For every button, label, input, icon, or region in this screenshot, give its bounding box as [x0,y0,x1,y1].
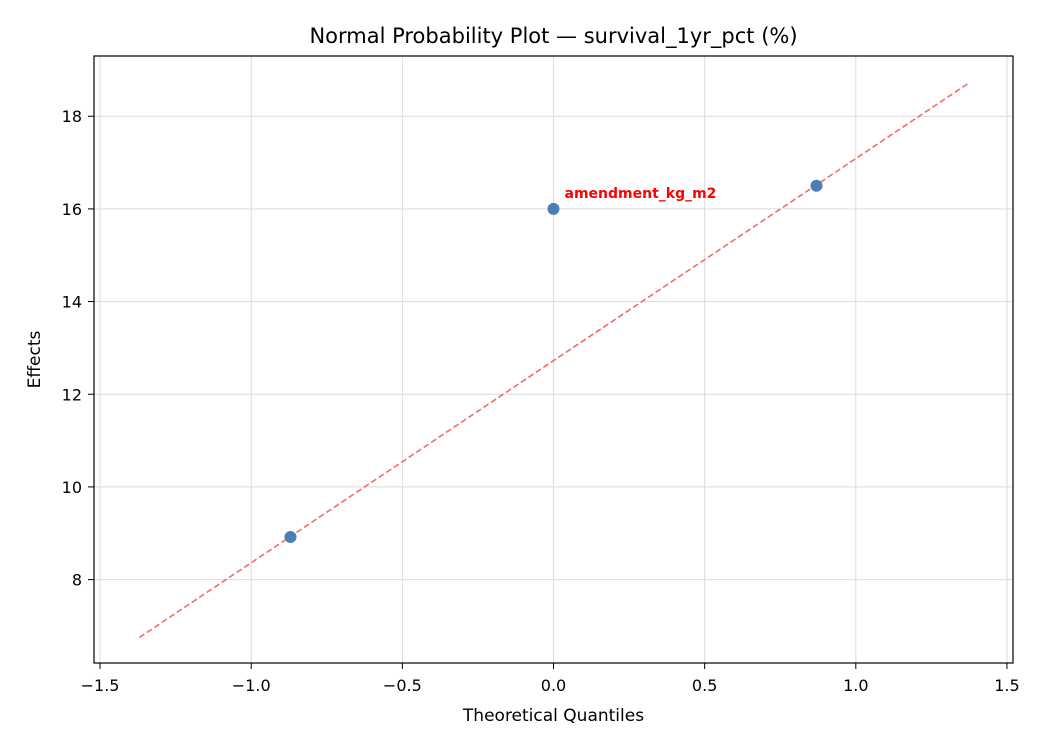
y-tick-label: 18 [62,107,82,126]
x-axis-label: Theoretical Quantiles [462,706,644,726]
reference-line-layer [138,83,969,639]
axis-ticks: −1.5 −1.0 −0.5 0.0 0.5 1.0 1.5 8 10 12 14 16 18 [62,107,1020,695]
grid-lines [94,56,1013,663]
point-annotation: amendment_kg_m2 [565,186,717,202]
x-tick-label: 0.5 [692,676,717,695]
reference-line [138,83,969,639]
y-tick-label: 10 [62,478,82,497]
annotations-layer: amendment_kg_m2 [565,186,717,202]
x-tick-label: −0.5 [383,676,422,695]
chart-title: Normal Probability Plot — survival_1yr_p… [309,24,797,49]
y-tick-label: 8 [72,571,82,590]
data-point [547,202,560,215]
data-point [284,530,297,543]
y-axis-label: Effects [25,330,45,388]
x-tick-label: 1.0 [843,676,868,695]
x-tick-label: −1.0 [232,676,271,695]
y-tick-label: 16 [62,200,82,219]
data-point [810,179,823,192]
y-tick-label: 14 [62,293,82,312]
data-points-layer [284,179,823,543]
y-tick-label: 12 [62,385,82,404]
x-tick-label: 0.0 [541,676,566,695]
x-tick-label: −1.5 [81,676,120,695]
x-tick-label: 1.5 [994,676,1019,695]
